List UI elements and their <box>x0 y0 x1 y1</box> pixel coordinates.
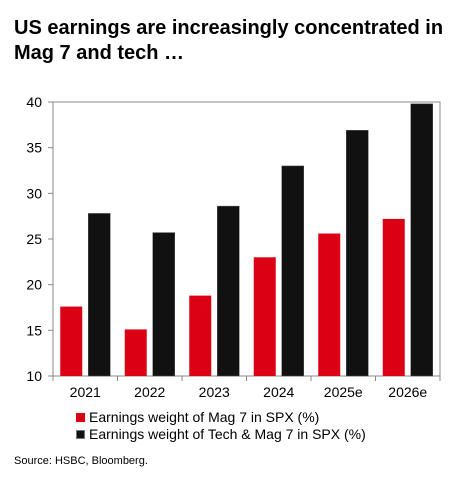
legend: Earnings weight of Mag 7 in SPX (%) Earn… <box>76 409 366 443</box>
x-tick-label: 2025e <box>324 384 363 400</box>
bar-chart: 10 15 20 25 30 35 40 2021 2022 2023 2024 2025e 2026e <box>26 94 441 400</box>
y-tick-label: 25 <box>26 231 42 247</box>
x-tick-label: 2026e <box>388 384 427 400</box>
x-tick-label: 2024 <box>263 384 294 400</box>
bar-tech-mag7 <box>281 165 304 377</box>
bar-mag7 <box>253 257 276 376</box>
bar-mag7 <box>189 295 212 376</box>
bar-tech-mag7 <box>346 130 369 377</box>
y-tick-label: 10 <box>26 368 42 384</box>
legend-item-mag7: Earnings weight of Mag 7 in SPX (%) <box>76 409 366 426</box>
x-tick-label: 2023 <box>199 384 230 400</box>
legend-label-mag7: Earnings weight of Mag 7 in SPX (%) <box>89 409 320 425</box>
bar-mag7 <box>382 218 405 376</box>
bar-mag7 <box>60 306 83 376</box>
plot-frame <box>52 101 441 377</box>
legend-swatch-tech-mag7 <box>76 430 85 439</box>
bar-tech-mag7 <box>217 205 240 377</box>
legend-item-tech-mag7: Earnings weight of Tech & Mag 7 in SPX (… <box>76 426 366 443</box>
legend-label-tech-mag7: Earnings weight of Tech & Mag 7 in SPX (… <box>89 426 366 442</box>
source-note: Source: HSBC, Bloomberg. <box>14 455 148 467</box>
y-tick-label: 20 <box>26 277 42 293</box>
bar-mag7 <box>124 329 147 376</box>
y-tick-label: 35 <box>26 140 42 156</box>
bar-tech-mag7 <box>410 103 433 377</box>
y-tick-label: 30 <box>26 185 42 201</box>
bar-tech-mag7 <box>152 232 175 377</box>
x-tick-label: 2021 <box>70 384 101 400</box>
legend-swatch-mag7 <box>76 413 85 422</box>
bar-tech-mag7 <box>88 213 111 377</box>
y-tick-label: 40 <box>26 94 42 110</box>
chart-title: US earnings are increasingly concentrate… <box>14 17 444 64</box>
y-tick-label: 15 <box>26 322 42 338</box>
x-tick-label: 2022 <box>134 384 165 400</box>
bar-mag7 <box>318 233 341 376</box>
